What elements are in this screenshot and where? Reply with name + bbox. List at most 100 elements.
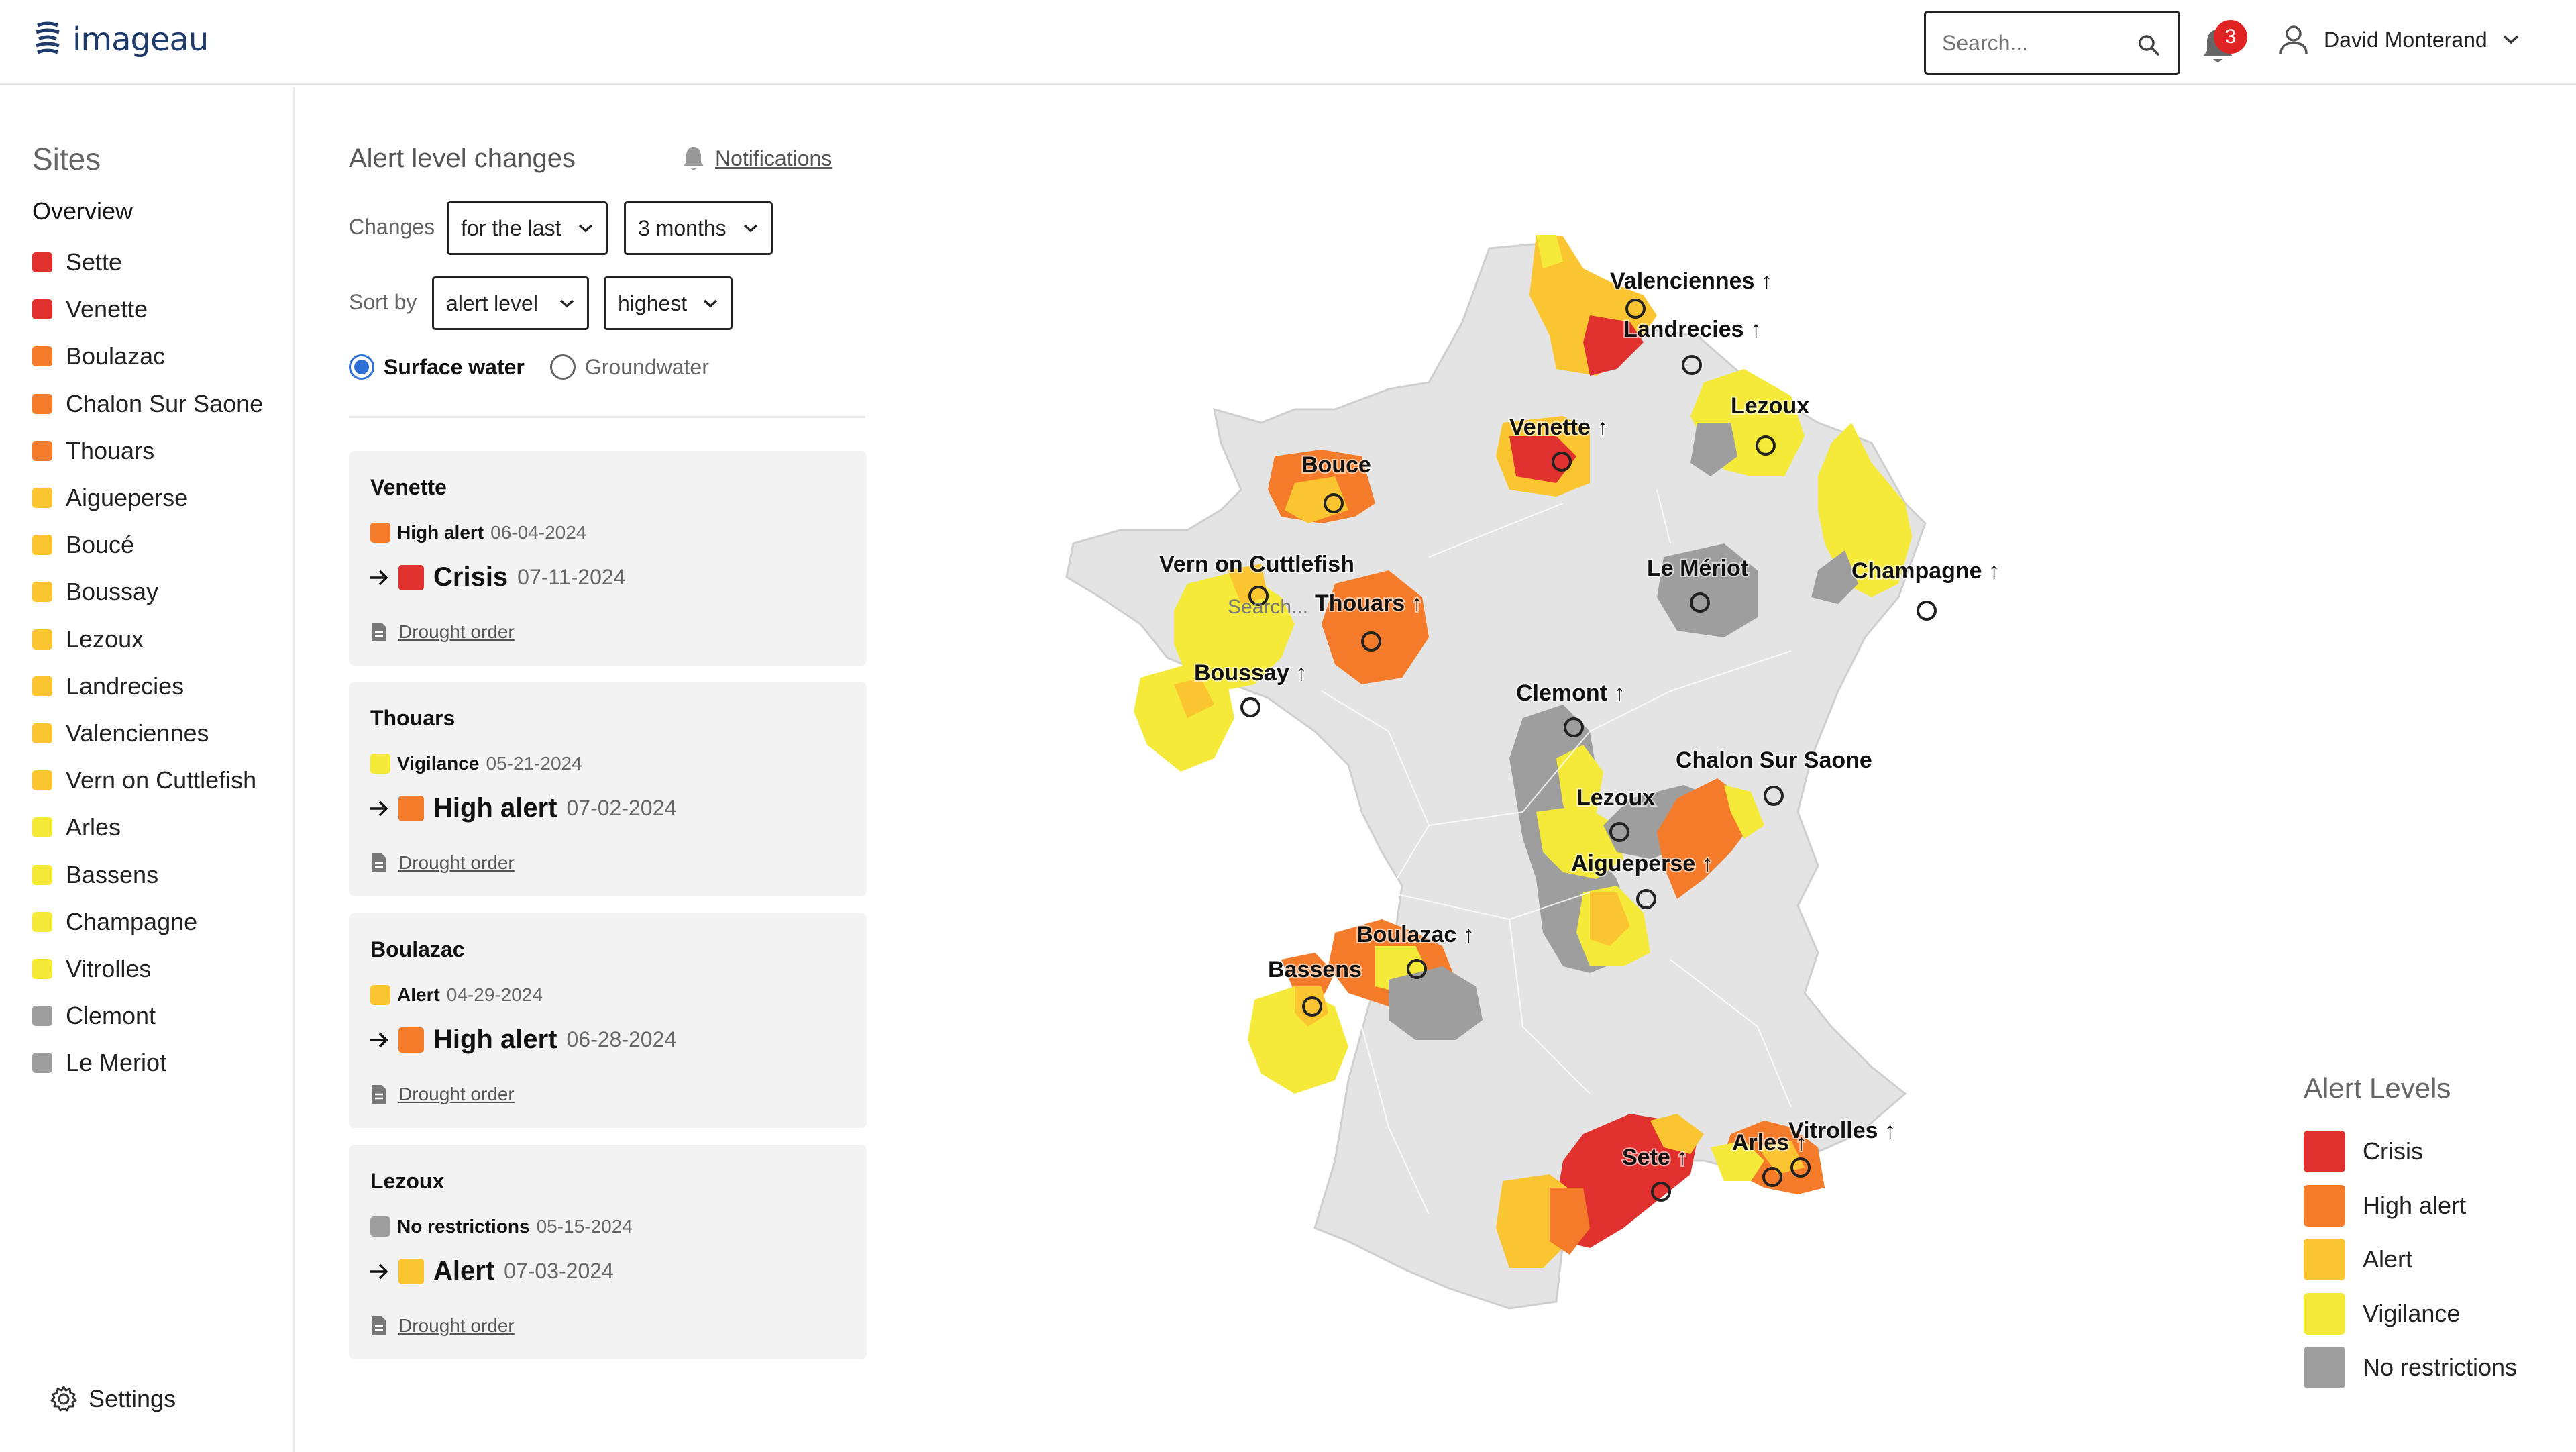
site-marker[interactable]: Vern on Cuttlefish	[1158, 550, 1356, 606]
site-marker[interactable]: Le Mériot	[1646, 554, 1750, 613]
drought-order-link[interactable]: Drought order	[370, 852, 515, 874]
drought-order-link[interactable]: Drought order	[370, 621, 515, 643]
alert-change-card[interactable]: Boulazac Alert 04-29-2024 High alert 06-…	[349, 913, 867, 1128]
sort-field-select[interactable]: alert level	[432, 276, 589, 330]
site-marker-label[interactable]: Champagne ↑	[1850, 557, 2001, 585]
sidebar-item-site[interactable]: Boulazac	[32, 333, 263, 380]
sidebar-item-overview[interactable]: Overview	[32, 197, 133, 225]
search-input[interactable]	[1942, 30, 2137, 56]
site-marker[interactable]: Vitrolles ↑	[1787, 1117, 1897, 1178]
site-marker-dot[interactable]	[1324, 493, 1344, 513]
drought-order-link[interactable]: Drought order	[370, 1084, 515, 1105]
site-marker-dot[interactable]	[1790, 1157, 1811, 1178]
sort-order-select[interactable]: highest	[604, 276, 733, 330]
sidebar-item-site[interactable]: Vern on Cuttlefish	[32, 757, 263, 804]
drought-order-link[interactable]: Drought order	[370, 1315, 515, 1337]
site-marker-dot[interactable]	[1248, 586, 1269, 606]
site-marker[interactable]: Clemont ↑	[1515, 679, 1626, 737]
site-marker[interactable]: Bouce	[1300, 451, 1373, 513]
site-marker-label[interactable]: Chalon Sur Saone	[1674, 746, 1874, 774]
site-marker-dot[interactable]	[1609, 822, 1629, 842]
site-marker-label[interactable]: Boussay ↑	[1193, 659, 1308, 687]
sidebar-item-site[interactable]: Boussay	[32, 568, 263, 615]
settings-button[interactable]: Settings	[50, 1385, 176, 1413]
site-marker-dot[interactable]	[1756, 435, 1776, 456]
sidebar-item-site[interactable]: Landrecies	[32, 663, 263, 710]
site-marker-label[interactable]: Bouce	[1300, 451, 1373, 479]
changes-period-select[interactable]: for the last	[447, 201, 608, 255]
site-marker-dot[interactable]	[1407, 959, 1427, 979]
sidebar-item-site[interactable]: Chalon Sur Saone	[32, 380, 263, 427]
sidebar-item-site[interactable]: Lezoux	[32, 616, 263, 663]
site-marker-dot[interactable]	[1361, 631, 1381, 652]
site-marker-dot[interactable]	[1762, 1167, 1782, 1187]
site-marker-label[interactable]: Le Mériot	[1646, 554, 1750, 582]
site-marker-label[interactable]: Bassens	[1267, 955, 1363, 984]
site-marker-dot[interactable]	[1690, 592, 1710, 613]
alert-change-card[interactable]: Thouars Vigilance 05-21-2024 High alert …	[349, 682, 867, 896]
groundwater-label[interactable]: Groundwater	[584, 354, 709, 379]
sidebar-item-site[interactable]: Aigueperse	[32, 474, 263, 521]
site-marker[interactable]: Venette ↑	[1508, 413, 1609, 472]
sidebar-item-site[interactable]: Arles	[32, 804, 263, 851]
sidebar-item-site[interactable]: Sette	[32, 239, 263, 286]
alert-change-card[interactable]: Venette High alert 06-04-2024 Crisis 07-…	[349, 451, 867, 666]
app-logo[interactable]: imageau	[32, 20, 209, 59]
changes-range-select[interactable]: 3 months	[624, 201, 773, 255]
search-icon[interactable]	[2137, 33, 2161, 57]
site-marker-dot[interactable]	[1636, 889, 1656, 909]
site-marker-label[interactable]: Lezoux	[1729, 392, 1811, 420]
site-marker-dot[interactable]	[1564, 717, 1584, 737]
sidebar-item-site[interactable]: Valenciennes	[32, 710, 263, 757]
site-marker[interactable]: Lezoux	[1729, 392, 1811, 456]
sidebar-item-site[interactable]: Champagne	[32, 898, 263, 945]
surface-water-label[interactable]: Surface water	[384, 354, 525, 379]
radio-groundwater[interactable]	[549, 354, 576, 380]
site-marker-label[interactable]: Thouars ↑	[1313, 589, 1424, 617]
alert-change-card[interactable]: Lezoux No restrictions 05-15-2024 Alert …	[349, 1145, 867, 1359]
site-marker[interactable]: Aigueperse ↑	[1570, 849, 1715, 909]
sidebar-item-site[interactable]: Vitrolles	[32, 945, 263, 992]
site-marker[interactable]: Arles ↑	[1731, 1129, 1809, 1187]
site-marker-label[interactable]: Arles ↑	[1731, 1129, 1809, 1157]
site-marker[interactable]: Bassens	[1267, 955, 1363, 1017]
site-marker-dot[interactable]	[1552, 452, 1572, 472]
sidebar-item-site[interactable]: Thouars	[32, 427, 263, 474]
site-marker[interactable]: Boussay ↑	[1193, 659, 1308, 717]
site-marker-label[interactable]: Valenciennes ↑	[1609, 267, 1774, 295]
site-marker[interactable]: Boulazac ↑	[1355, 921, 1476, 979]
site-marker[interactable]: Sete ↑	[1621, 1143, 1689, 1202]
notifications-link[interactable]: Notifications	[682, 145, 832, 172]
site-marker[interactable]: Thouars ↑	[1313, 589, 1424, 652]
site-marker-dot[interactable]	[1302, 996, 1322, 1017]
site-marker-dot[interactable]	[1240, 697, 1260, 717]
user-menu[interactable]: David Monterand	[2278, 24, 2520, 55]
global-search[interactable]	[1924, 11, 2180, 75]
sidebar-item-site[interactable]: Boucé	[32, 521, 263, 568]
site-marker-dot[interactable]	[1682, 355, 1702, 375]
sidebar-item-site[interactable]: Venette	[32, 286, 263, 333]
site-marker-label[interactable]: Boulazac ↑	[1355, 921, 1476, 949]
site-marker[interactable]: Lezoux	[1575, 784, 1656, 842]
site-marker[interactable]: Landrecies ↑	[1622, 315, 1763, 375]
sidebar-item-site[interactable]: Le Meriot	[32, 1039, 263, 1086]
sidebar-item-site[interactable]: Clemont	[32, 992, 263, 1039]
site-marker-label[interactable]: Aigueperse ↑	[1570, 849, 1715, 878]
site-marker-label[interactable]: Clemont ↑	[1515, 679, 1626, 707]
site-marker-dot[interactable]	[1764, 786, 1784, 806]
site-marker-dot[interactable]	[1917, 601, 1937, 621]
sidebar-item-site[interactable]: Bassens	[32, 851, 263, 898]
france-alert-map[interactable]: Valenciennes ↑ Landrecies ↑ Lezoux Venette …	[919, 221, 2073, 1322]
site-marker-label[interactable]: Venette ↑	[1508, 413, 1609, 442]
radio-surface-water[interactable]	[349, 354, 374, 380]
site-marker-label[interactable]: Vern on Cuttlefish	[1158, 550, 1356, 578]
site-marker[interactable]: Chalon Sur Saone	[1674, 746, 1874, 806]
site-marker-dot[interactable]	[1651, 1182, 1671, 1202]
site-marker-label[interactable]: Lezoux	[1575, 784, 1656, 812]
site-marker[interactable]: Champagne ↑	[1850, 557, 2001, 621]
site-marker-label[interactable]: Vitrolles ↑	[1787, 1117, 1897, 1145]
site-marker-dot[interactable]	[1625, 299, 1646, 319]
site-marker-label[interactable]: Sete ↑	[1621, 1143, 1689, 1172]
site-marker-label[interactable]: Landrecies ↑	[1622, 315, 1763, 344]
site-marker[interactable]: Valenciennes ↑	[1609, 267, 1774, 319]
